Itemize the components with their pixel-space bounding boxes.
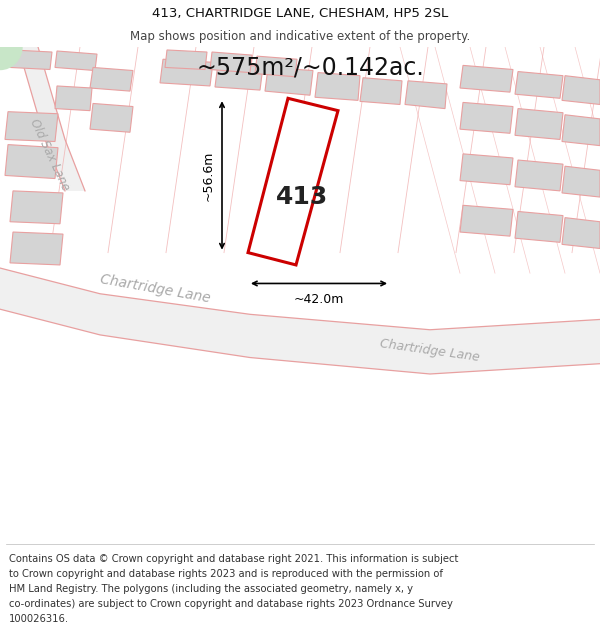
Circle shape [0,24,22,69]
Polygon shape [515,160,563,191]
Text: 413, CHARTRIDGE LANE, CHESHAM, HP5 2SL: 413, CHARTRIDGE LANE, CHESHAM, HP5 2SL [152,7,448,19]
Polygon shape [90,68,133,91]
Polygon shape [165,50,207,69]
Polygon shape [10,191,63,224]
Polygon shape [160,59,213,86]
Text: to Crown copyright and database rights 2023 and is reproduced with the permissio: to Crown copyright and database rights 2… [9,569,443,579]
Text: Chartridge Lane: Chartridge Lane [99,272,211,305]
Polygon shape [460,205,513,236]
Polygon shape [562,76,600,104]
Polygon shape [460,102,513,133]
Text: 413: 413 [277,185,329,209]
Polygon shape [515,71,563,98]
Text: Contains OS data © Crown copyright and database right 2021. This information is : Contains OS data © Crown copyright and d… [9,554,458,564]
Polygon shape [90,104,133,132]
Polygon shape [460,66,513,92]
Polygon shape [55,86,92,111]
Polygon shape [562,115,600,146]
Polygon shape [10,232,63,265]
Polygon shape [5,144,58,179]
Text: Map shows position and indicative extent of the property.: Map shows position and indicative extent… [130,30,470,43]
Polygon shape [215,63,263,90]
Polygon shape [0,268,600,374]
Text: 100026316.: 100026316. [9,614,69,624]
Text: Chartridge Lane: Chartridge Lane [379,337,481,364]
Polygon shape [405,81,447,109]
Polygon shape [265,68,313,95]
Polygon shape [10,50,52,69]
Polygon shape [55,51,97,71]
Text: co-ordinates) are subject to Crown copyright and database rights 2023 Ordnance S: co-ordinates) are subject to Crown copyr… [9,599,453,609]
Polygon shape [255,56,297,77]
Text: ~575m²/~0.142ac.: ~575m²/~0.142ac. [196,56,424,79]
Text: ~42.0m: ~42.0m [294,293,344,306]
Polygon shape [515,109,563,139]
Polygon shape [562,166,600,197]
Polygon shape [315,72,360,101]
Text: HM Land Registry. The polygons (including the associated geometry, namely x, y: HM Land Registry. The polygons (includin… [9,584,413,594]
Text: ~56.6m: ~56.6m [202,150,215,201]
Polygon shape [360,78,402,104]
Polygon shape [210,52,252,72]
Polygon shape [460,154,513,185]
Polygon shape [562,217,600,249]
Polygon shape [248,98,338,265]
Polygon shape [18,47,85,191]
Polygon shape [5,112,58,141]
Polygon shape [515,211,563,242]
Text: Old Sax Lane: Old Sax Lane [28,117,73,193]
